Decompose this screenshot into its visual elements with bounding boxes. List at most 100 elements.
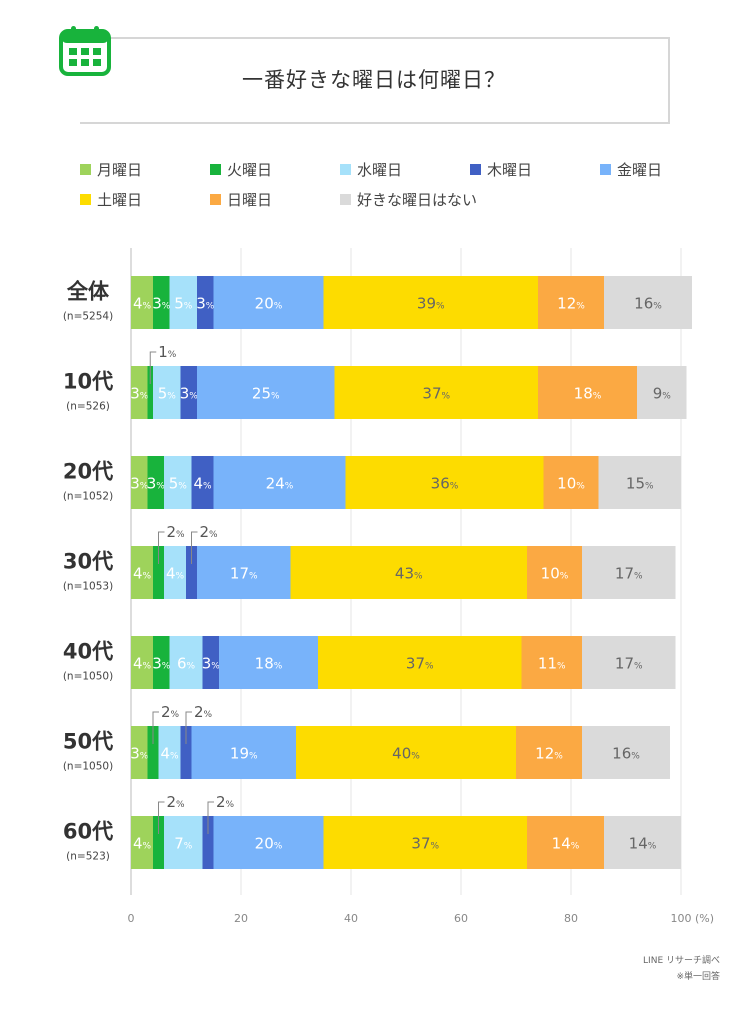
- category-label: 全体: [66, 280, 110, 304]
- bar-segment: [290, 546, 527, 599]
- bar-segment: [582, 636, 676, 689]
- data-label: 5%: [169, 475, 188, 493]
- source-note: LINE リサーチ調べ: [643, 956, 720, 966]
- data-label: 3%: [202, 655, 221, 673]
- data-label: 3%: [152, 295, 171, 313]
- legend-item: 好きな曜日はない: [340, 189, 477, 210]
- bar-segment: [213, 816, 324, 869]
- bar-segment: [131, 636, 153, 689]
- data-label: 12%: [557, 295, 585, 313]
- legend-label: 好きな曜日はない: [357, 191, 478, 209]
- callout-label: 2%: [161, 703, 180, 721]
- legend-swatch: [340, 164, 351, 175]
- bar-segment: [598, 456, 681, 509]
- bar-segment: [169, 636, 203, 689]
- data-label: 4%: [133, 655, 152, 673]
- bar-segment: [186, 546, 197, 599]
- callout-label: 2%: [200, 523, 219, 541]
- data-label: 19%: [230, 745, 258, 763]
- data-label: 12%: [535, 745, 563, 763]
- data-label: 37%: [406, 655, 434, 673]
- category-label: 10代: [63, 370, 113, 394]
- data-label: 25%: [252, 385, 280, 403]
- legend-swatch: [600, 164, 611, 175]
- data-label: 14%: [552, 835, 580, 853]
- legend-label: 水曜日: [357, 161, 403, 179]
- bar-segment: [527, 816, 604, 869]
- bar-segment: [538, 366, 637, 419]
- legend-item: 金曜日: [600, 159, 662, 180]
- data-label: 16%: [612, 745, 640, 763]
- data-label: 4%: [160, 745, 179, 763]
- data-label: 10%: [557, 475, 585, 493]
- data-label: 18%: [574, 385, 602, 403]
- legend-item: 水曜日: [340, 159, 402, 180]
- x-unit-label: (%): [695, 912, 714, 925]
- data-label: 4%: [133, 835, 152, 853]
- legend-item: 日曜日: [210, 189, 272, 210]
- bar-segment: [334, 366, 538, 419]
- legend-item: 土曜日: [80, 189, 142, 210]
- data-label: 7%: [174, 835, 193, 853]
- category-sample-size: (n=1050): [63, 671, 113, 683]
- bar-segment: [323, 816, 527, 869]
- category-label: 60代: [63, 820, 113, 844]
- data-label: 3%: [130, 745, 149, 763]
- callout-label: 2%: [216, 793, 235, 811]
- bar-segment: [164, 546, 186, 599]
- callout-line: [152, 711, 159, 744]
- bar-segment: [543, 456, 599, 509]
- legend-swatch: [340, 194, 351, 205]
- data-label: 3%: [130, 385, 149, 403]
- bar-segment: [318, 636, 522, 689]
- category-sample-size: (n=1050): [63, 761, 113, 773]
- category-label: 40代: [63, 640, 113, 664]
- legend-swatch: [470, 164, 481, 175]
- bar-segment: [197, 366, 335, 419]
- callout-label: 2%: [194, 703, 213, 721]
- legend-label: 金曜日: [617, 161, 663, 179]
- data-label: 9%: [653, 385, 672, 403]
- category-sample-size: (n=5254): [63, 311, 113, 323]
- category-label: 20代: [63, 460, 113, 484]
- bar-segment: [153, 636, 170, 689]
- bar-segment: [637, 366, 687, 419]
- bar-segment: [153, 546, 164, 599]
- bar-segment: [131, 546, 153, 599]
- data-label: 17%: [615, 655, 643, 673]
- bar-segment: [345, 456, 544, 509]
- x-tick-label: 80: [564, 912, 578, 925]
- data-label: 10%: [541, 565, 569, 583]
- data-label: 4%: [133, 295, 152, 313]
- bar-segment: [131, 816, 153, 869]
- bar-segment: [153, 366, 181, 419]
- bar-segment: [582, 726, 670, 779]
- bar-segment: [147, 726, 159, 779]
- bar-segment: [164, 456, 192, 509]
- callout-label: 2%: [167, 523, 186, 541]
- bar-segment: [180, 366, 197, 419]
- bar-segment: [604, 276, 692, 329]
- bar-segment: [516, 726, 582, 779]
- callout-line: [185, 711, 192, 744]
- category-sample-size: (n=1052): [63, 491, 113, 503]
- bar-segment: [202, 816, 214, 869]
- data-label: 3%: [196, 295, 215, 313]
- legend-swatch: [210, 164, 221, 175]
- data-label: 15%: [626, 475, 654, 493]
- x-tick-label: 40: [344, 912, 358, 925]
- data-label: 17%: [230, 565, 258, 583]
- title-frame: [80, 37, 670, 124]
- data-label: 37%: [422, 385, 450, 403]
- data-label: 37%: [411, 835, 439, 853]
- legend-label: 木曜日: [487, 161, 533, 179]
- bar-segment: [131, 276, 153, 329]
- callout-line: [207, 801, 214, 834]
- bar-segment: [296, 726, 516, 779]
- data-label: 4%: [193, 475, 212, 493]
- bar-segment: [323, 276, 538, 329]
- bar-segment: [191, 456, 214, 509]
- bar-segment: [147, 456, 164, 509]
- legend-item: 月曜日: [80, 159, 142, 180]
- data-label: 20%: [255, 835, 283, 853]
